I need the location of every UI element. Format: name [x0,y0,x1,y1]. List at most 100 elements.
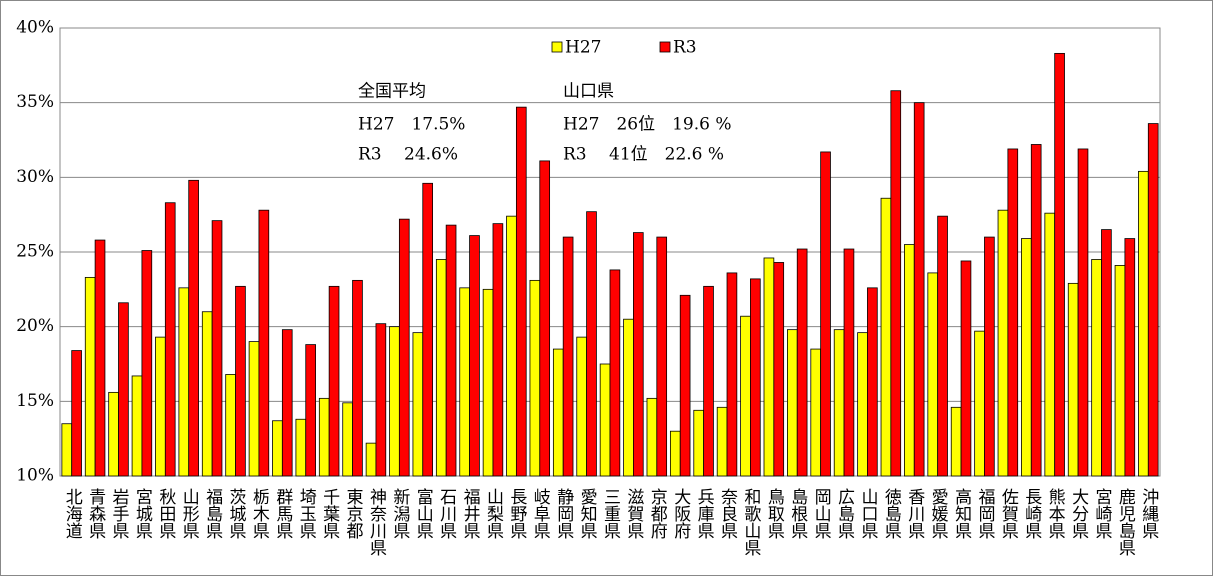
bar [108,391,119,477]
bar [225,374,236,477]
x-tick-label: 愛知県 [577,488,598,539]
x-tick-label: 青森県 [85,488,106,539]
legend-swatch [659,41,671,53]
bar [974,330,985,477]
bar [1030,144,1042,477]
bar [633,232,644,477]
x-tick-label: 福島県 [202,488,223,539]
bar [529,279,541,477]
bar [1091,259,1102,477]
bar [506,215,517,477]
x-tick-label: 兵庫県 [694,488,715,539]
legend-label: H27 [565,38,601,58]
bar [412,332,424,477]
y-tick-label: 35% [16,92,54,112]
y-tick-label: 20% [16,316,54,336]
bar [960,260,972,477]
bar [1044,212,1056,477]
bar [669,430,681,477]
x-tick-label: 愛媛県 [928,488,949,539]
x-tick-label: 和歌山県 [740,488,761,556]
x-tick-label: 岩手県 [109,488,130,539]
bar [810,348,822,477]
y-tick-label: 15% [16,391,54,411]
bar [552,348,564,477]
annotation-title: 山口県 [563,82,614,102]
bar [445,224,457,477]
bar [375,323,387,477]
bar [328,285,340,477]
bar [342,402,353,477]
bar [679,294,691,477]
bar [716,406,728,477]
x-tick-label: 福井県 [460,488,481,539]
bar [576,336,587,477]
legend-swatch [551,41,563,53]
annotation-title: 全国平均 [358,82,426,102]
bar [155,336,166,477]
x-tick-label: 富山県 [413,488,434,539]
annotation-line: R3 41位 22.6 % [563,145,724,165]
bar [843,248,855,477]
bar [71,350,82,477]
bar [763,257,775,477]
x-tick-label: 千葉県 [319,488,340,539]
x-tick-label: 大阪府 [670,488,691,540]
bar [997,209,1009,477]
y-tick-label: 40% [16,18,54,38]
x-tick-label: 石川県 [436,488,457,539]
bar [1124,238,1136,477]
x-tick-label: 滋賀県 [623,488,644,539]
bar [646,397,658,477]
bar [796,248,808,477]
bar [867,287,878,477]
bar [178,287,190,477]
x-tick-label: 三重県 [600,488,621,539]
x-tick-label: 福岡県 [974,488,995,539]
bar [318,397,330,477]
bar [1147,123,1159,477]
bar [750,278,761,477]
bar [272,420,283,477]
bar [305,344,316,477]
bar [1138,170,1149,477]
bar [950,406,962,477]
x-tick-label: 長崎県 [1021,488,1042,539]
y-tick-label: 10% [16,466,54,486]
x-tick-label: 宮城県 [132,488,153,539]
bar [703,285,714,477]
bar [913,102,925,477]
bar [365,442,377,477]
bar [1077,148,1089,477]
bar [164,202,176,477]
bar [352,279,363,477]
bar [131,375,143,477]
bar [118,302,129,477]
x-tick-label: 佐賀県 [998,488,1019,539]
legend-label: R3 [673,38,697,58]
bar [984,236,995,477]
bar [248,341,260,477]
x-tick-label: 茨城県 [226,488,247,539]
x-tick-label: 広島県 [834,488,855,539]
x-tick-label: 高知県 [951,488,972,539]
bar [389,326,400,477]
y-tick-label: 30% [16,167,54,187]
x-tick-label: 岡山県 [811,488,832,539]
bar [1021,238,1032,477]
bar [1007,148,1019,477]
bar [84,276,96,477]
bar [188,179,199,477]
x-tick-label: 香川県 [904,488,925,539]
x-tick-label: 熊本県 [1045,488,1066,539]
x-tick-label: 大分県 [1068,488,1089,539]
bar [482,288,494,477]
bar [295,418,307,477]
x-tick-label: 山口県 [857,488,878,539]
x-tick-label: 島根県 [787,488,808,539]
bar [740,315,751,477]
bar [693,409,705,477]
bar [1114,265,1126,477]
x-tick-label: 奈良県 [717,488,738,539]
